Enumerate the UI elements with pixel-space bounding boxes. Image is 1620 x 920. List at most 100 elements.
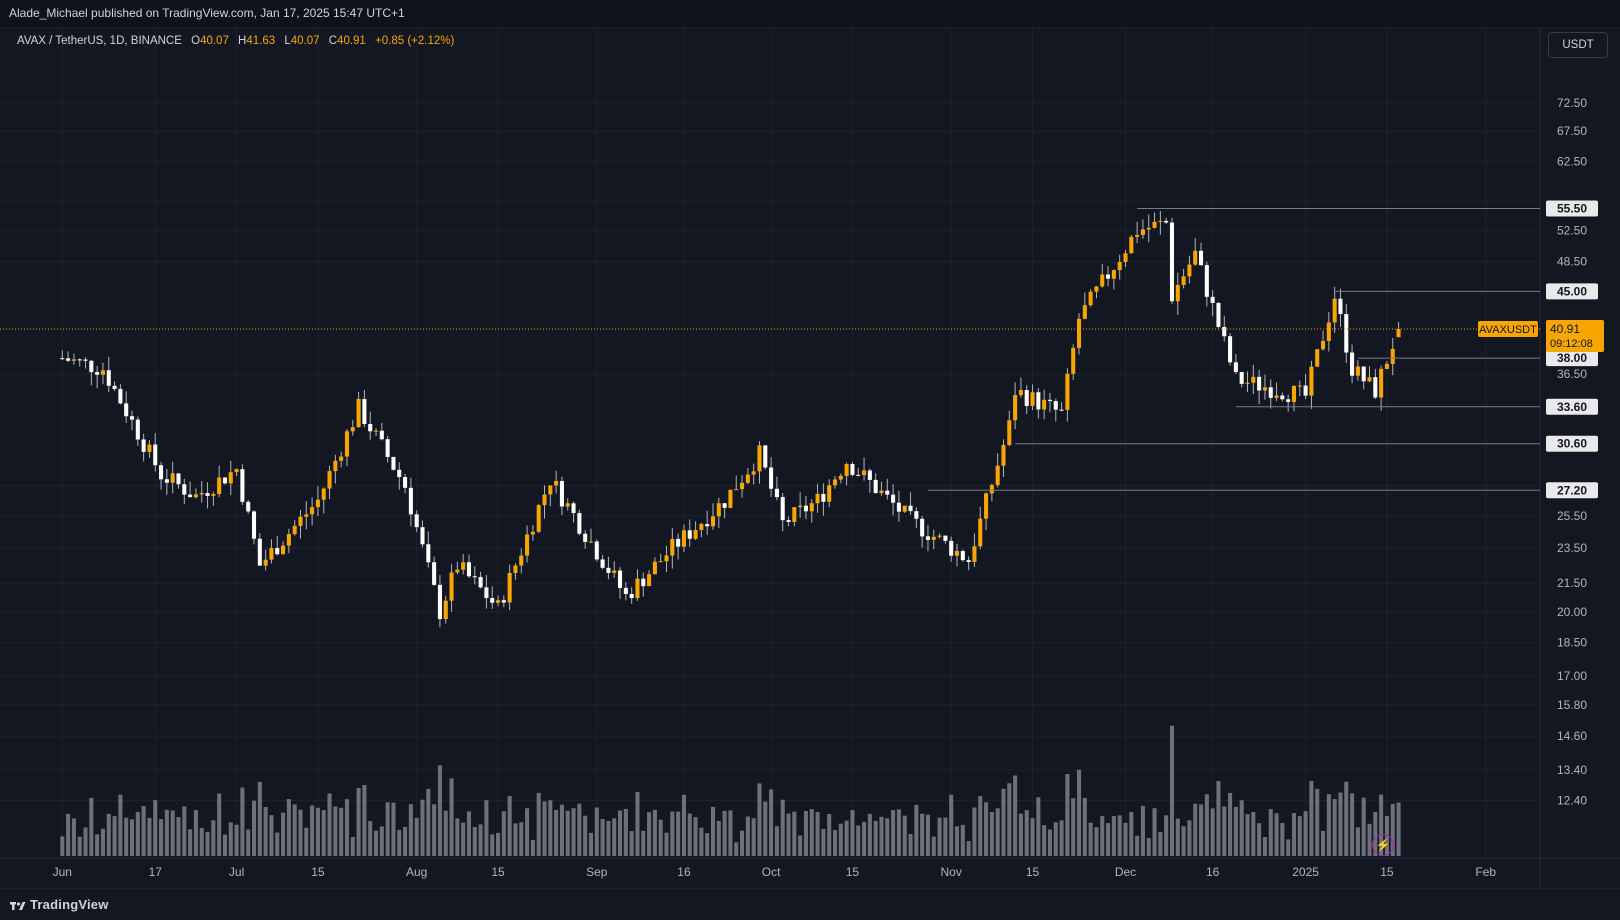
candle-body <box>269 548 274 560</box>
volume-bar <box>304 827 309 856</box>
volume-bar <box>408 804 413 856</box>
symbol-legend: AVAX / TetherUS, 1D, BINANCE O40.07 H41.… <box>17 35 454 47</box>
volume-bar <box>850 810 855 856</box>
change-value: +0.85 (+2.12%) <box>375 35 455 47</box>
volume-bar <box>147 817 152 856</box>
candle-body <box>1088 291 1093 306</box>
candle-body <box>763 445 768 468</box>
candle-body <box>809 503 814 512</box>
candle-body <box>222 477 227 484</box>
volume-bar <box>827 814 832 856</box>
volume-bar <box>1198 804 1204 856</box>
volume-bar <box>896 809 901 856</box>
volume-bar <box>385 802 390 856</box>
volume-bar <box>972 807 977 856</box>
candle-body <box>1146 227 1151 230</box>
volume-bar <box>484 800 489 856</box>
candle-body <box>850 464 855 475</box>
level-label-box <box>1546 350 1598 367</box>
chart-frame[interactable]: 55.50 45.00 38.00 33.60 30.60 27.20 72.50 67.50… <box>0 28 1620 888</box>
candle-body <box>995 465 1000 486</box>
price-chart[interactable]: 55.50 45.00 38.00 33.60 30.60 27.20 72.50 67.50… <box>0 28 1620 888</box>
flash-icon[interactable]: ⚡ <box>1372 834 1394 856</box>
candle-body <box>1257 376 1262 391</box>
volume-bar <box>71 818 76 856</box>
volume-bar <box>327 793 332 856</box>
volume-bar <box>652 809 657 856</box>
candle-body <box>1198 250 1204 266</box>
volume-bar <box>670 811 675 856</box>
level-label: 33.60 <box>1557 400 1587 414</box>
volume-bar <box>664 832 669 856</box>
candle-body <box>83 359 88 361</box>
volume-bar <box>600 818 605 856</box>
candle-body <box>292 525 297 535</box>
volume-bar <box>1135 835 1140 856</box>
candle-body <box>774 488 779 498</box>
volume-bar <box>350 837 355 856</box>
symbol-tag: AVAXUSDT <box>1479 324 1537 336</box>
volume-bar <box>763 801 768 856</box>
candle-body <box>600 559 605 568</box>
volume-bar <box>1082 797 1087 856</box>
volume-bar <box>1280 823 1285 856</box>
volume-bar <box>1355 827 1360 856</box>
candle-body <box>745 474 750 483</box>
level-label: 27.20 <box>1557 483 1587 497</box>
candle-body <box>1239 372 1244 384</box>
tradingview-logo-icon <box>10 901 26 910</box>
high-label: H <box>238 35 247 47</box>
candle-body <box>234 469 239 473</box>
volume-bar <box>1111 815 1116 856</box>
volume-bar <box>495 832 501 856</box>
candle-body <box>281 545 286 555</box>
volume-bar <box>1326 794 1331 856</box>
volume-bar <box>821 828 826 856</box>
volume-bar <box>525 808 530 856</box>
volume-bar <box>455 818 460 856</box>
volume-bar <box>159 819 164 856</box>
volume-bar <box>118 794 123 856</box>
publish-info-bar: Alade_Michael published on TradingView.c… <box>0 0 1620 28</box>
volume-bar <box>647 812 652 856</box>
candle-body <box>315 499 320 508</box>
volume-bar <box>66 813 71 856</box>
volume-bar <box>1175 818 1180 856</box>
volume-bar <box>1309 780 1314 856</box>
volume-bar <box>1315 788 1320 856</box>
published-text: Alade_Michael published on TradingView.c… <box>9 6 405 20</box>
candle-body <box>228 472 233 484</box>
candle-body <box>1181 276 1186 285</box>
candle-body <box>1309 366 1314 396</box>
y-tick-label: 25.50 <box>1557 509 1587 523</box>
candle-body <box>1251 376 1256 383</box>
candle-body <box>484 587 489 599</box>
brand[interactable]: TradingView <box>10 897 109 912</box>
x-tick-label: Dec <box>1115 865 1136 879</box>
x-tick-label: Oct <box>762 865 781 879</box>
x-tick-label: 15 <box>491 865 505 879</box>
candle-body <box>344 431 350 457</box>
volume-bar <box>234 824 239 856</box>
candle-body <box>536 505 541 532</box>
y-tick-label: 48.50 <box>1557 255 1587 269</box>
currency-button[interactable]: USDT <box>1548 32 1608 58</box>
candle-body <box>1233 362 1238 373</box>
candle-body <box>862 470 867 476</box>
volume-bar <box>95 834 100 856</box>
volume-bar <box>443 810 448 856</box>
volume-bar <box>281 812 286 856</box>
candle-body <box>1367 377 1372 382</box>
volume-bar <box>1251 811 1256 856</box>
volume-bar <box>507 795 512 856</box>
candle-body <box>472 576 477 578</box>
volume-bar <box>1297 816 1302 856</box>
candle-body <box>455 569 460 573</box>
candle-body <box>1152 221 1157 228</box>
volume-bar <box>1158 832 1163 856</box>
volume-bar <box>879 816 884 856</box>
candle-body <box>1210 296 1215 303</box>
candle-body <box>844 464 849 476</box>
volume-bar <box>188 829 193 856</box>
level-label: 45.00 <box>1557 284 1587 298</box>
